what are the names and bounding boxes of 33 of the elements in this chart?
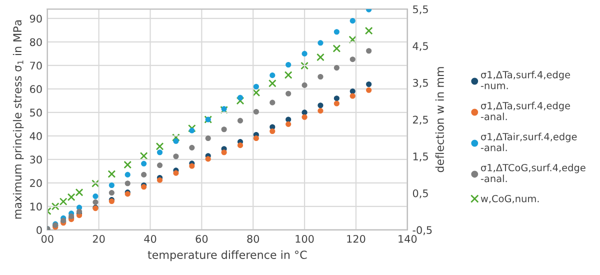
legend-label: σ1,ΔTa,surf.4,edge -num. — [480, 70, 570, 90]
y-tick-label: 40 — [30, 132, 42, 140]
legend-label: σ1,ΔTCoG,surf.4,edge -anal. — [480, 164, 586, 182]
x-tick-label: 80 — [247, 234, 260, 243]
y-tick-label: 90 — [30, 14, 42, 23]
y2-tick-label: 4,5 — [412, 42, 428, 52]
y2-axis-title: deflection w in mm — [435, 67, 444, 172]
y-tick-label: 80 — [30, 38, 42, 46]
x-tick-label: 20 — [92, 234, 105, 243]
y-tick-label: 10 — [30, 202, 42, 211]
y2-tick-label: 2,5 — [413, 116, 428, 125]
x-tick-label: 100 — [296, 234, 314, 243]
x-tick-label: 120 — [347, 234, 366, 243]
legend-label: w,CoG,num. — [480, 194, 539, 204]
x-tick-label: 60 — [196, 234, 208, 243]
x-tick-label: 140 — [398, 234, 417, 243]
y-tick-label: 30 — [30, 156, 42, 164]
y-tick-label: 60 — [30, 85, 42, 94]
y-tick-label: 70 — [30, 62, 42, 70]
y2-tick-label: 0,5 — [412, 189, 428, 198]
y2-tick-label: 3,5 — [413, 78, 428, 88]
y-tick-label: 0 — [36, 226, 42, 234]
legend-label: σ1,ΔTair,surf.4,edge -anal. — [480, 132, 577, 152]
x-axis-title: temperature difference in °C — [148, 250, 307, 262]
y-tick-label: 50 — [30, 108, 42, 117]
y-tick-label: 20 — [30, 179, 42, 188]
y-axis-title: maximum principle stress σ$_{1}$ in MPa — [12, 20, 24, 219]
x-tick-label: 00 — [41, 234, 54, 243]
y2-tick-label: -0,5 — [412, 226, 432, 236]
x-tick-label: 40 — [144, 234, 156, 243]
y2-tick-label: 1,5 — [413, 152, 428, 162]
legend-label: σ1,ΔTa,surf.4,edge -anal. — [480, 102, 570, 120]
y2-tick-label: 5,5 — [413, 5, 428, 14]
